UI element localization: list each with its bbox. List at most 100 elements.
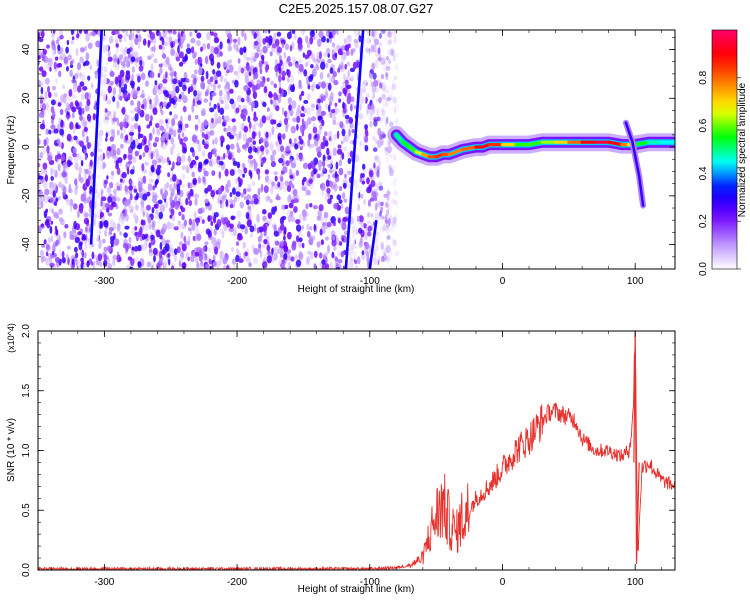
noise-speckle <box>370 213 374 218</box>
x-tick-label: -100 <box>360 577 380 588</box>
noise-speckle <box>43 210 48 219</box>
noise-speckle <box>252 91 258 100</box>
noise-speckle <box>317 38 322 47</box>
noise-speckle <box>178 81 183 88</box>
noise-speckle <box>329 67 334 74</box>
noise-speckle <box>307 162 312 170</box>
noise-speckle <box>320 81 326 89</box>
noise-speckle <box>387 30 391 37</box>
noise-speckle <box>312 205 318 210</box>
noise-speckle <box>266 255 272 264</box>
noise-speckle <box>263 185 269 194</box>
noise-speckle <box>247 205 252 210</box>
noise-speckle <box>79 101 83 109</box>
noise-speckle <box>256 213 260 223</box>
noise-speckle <box>226 188 230 193</box>
noise-speckle <box>116 223 121 232</box>
noise-speckle <box>53 92 58 98</box>
noise-speckle <box>292 188 298 196</box>
noise-speckle <box>233 41 237 50</box>
noise-speckle <box>57 163 61 172</box>
noise-speckle <box>316 173 321 179</box>
noise-speckle <box>363 199 366 205</box>
noise-speckle <box>341 140 344 145</box>
noise-speckle <box>259 137 264 144</box>
noise-speckle <box>332 147 337 157</box>
noise-speckle <box>123 153 126 161</box>
noise-speckle <box>243 85 249 92</box>
noise-speckle <box>294 143 299 150</box>
noise-speckle <box>276 94 279 101</box>
noise-speckle <box>151 191 154 196</box>
noise-speckle <box>38 139 41 144</box>
noise-speckle <box>278 87 282 94</box>
noise-speckle <box>262 244 266 249</box>
noise-speckle <box>291 242 297 251</box>
noise-speckle <box>393 36 397 44</box>
noise-speckle <box>46 221 51 229</box>
noise-speckle <box>245 62 250 71</box>
noise-speckle <box>269 199 273 204</box>
noise-speckle <box>152 127 155 136</box>
noise-speckle <box>139 60 143 66</box>
noise-speckle <box>223 217 229 224</box>
noise-speckle <box>305 35 309 44</box>
noise-speckle <box>302 52 306 58</box>
noise-speckle <box>313 263 317 269</box>
noise-speckle <box>390 106 396 113</box>
noise-speckle <box>309 203 313 208</box>
noise-speckle <box>111 170 114 176</box>
noise-speckle <box>247 158 252 164</box>
noise-speckle <box>277 46 283 54</box>
noise-speckle <box>317 98 322 104</box>
noise-speckle <box>390 92 394 99</box>
noise-speckle <box>253 161 258 168</box>
noise-speckle <box>177 128 182 134</box>
noise-speckle <box>325 103 329 110</box>
noise-speckle <box>43 139 47 147</box>
noise-speckle <box>59 170 63 179</box>
noise-speckle <box>172 30 177 35</box>
noise-speckle <box>340 204 344 209</box>
noise-speckle <box>385 156 389 162</box>
noise-speckle <box>287 195 290 203</box>
noise-speckle <box>103 254 107 262</box>
noise-speckle <box>368 72 373 79</box>
noise-speckle <box>229 203 234 209</box>
noise-speckle <box>177 45 180 54</box>
noise-speckle <box>194 124 199 130</box>
noise-speckle <box>188 200 193 206</box>
noise-speckle <box>317 115 323 121</box>
noise-speckle <box>326 221 332 228</box>
noise-speckle <box>300 90 305 97</box>
noise-speckle <box>382 66 387 72</box>
noise-speckle <box>388 164 392 171</box>
noise-speckle <box>333 79 339 86</box>
noise-speckle <box>361 250 365 256</box>
noise-speckle <box>280 176 284 182</box>
noise-speckle <box>271 161 276 167</box>
ridge-segment <box>461 145 478 152</box>
noise-speckle <box>347 69 351 78</box>
noise-speckle <box>127 154 133 161</box>
noise-speckle <box>211 170 216 176</box>
noise-speckle <box>280 181 285 186</box>
noise-speckle <box>51 118 54 125</box>
noise-speckle <box>332 47 338 52</box>
noise-speckle <box>103 246 108 252</box>
noise-speckle <box>52 168 56 174</box>
noise-speckle <box>38 175 44 180</box>
noise-speckle <box>266 245 271 252</box>
noise-speckle <box>260 183 264 192</box>
noise-speckle <box>184 123 189 128</box>
noise-speckle <box>394 103 400 108</box>
noise-speckle <box>291 100 297 109</box>
noise-speckle <box>276 123 282 128</box>
noise-speckle <box>325 179 330 188</box>
noise-speckle <box>80 73 86 81</box>
noise-speckle <box>320 96 324 104</box>
noise-speckle <box>246 94 250 103</box>
noise-speckle <box>86 142 92 149</box>
noise-speckle <box>286 185 292 192</box>
noise-speckle <box>389 48 394 57</box>
